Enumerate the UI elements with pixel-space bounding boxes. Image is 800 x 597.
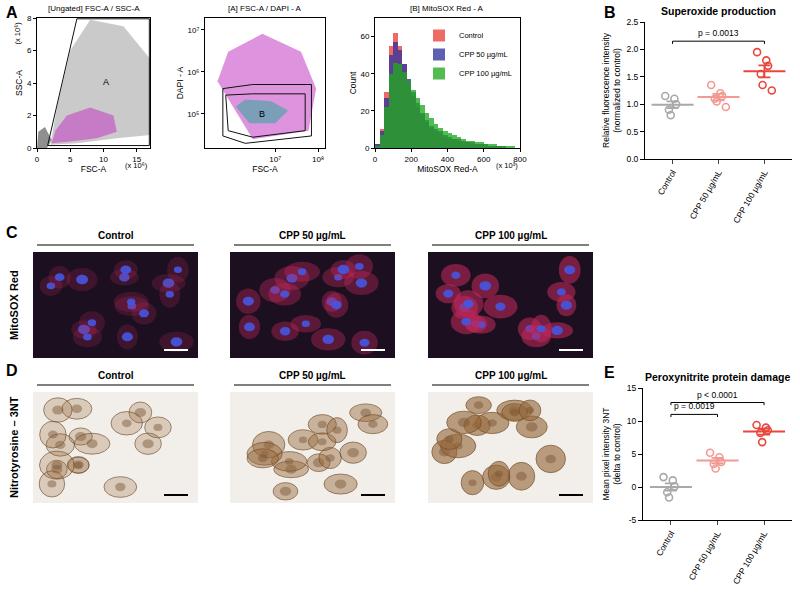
svg-text:0: 0: [35, 155, 40, 164]
svg-text:40: 40: [360, 70, 369, 79]
svg-text:0: 0: [632, 482, 637, 492]
svg-text:CPP 100 µg/mL: CPP 100 µg/mL: [475, 230, 547, 241]
svg-text:D: D: [6, 362, 18, 379]
svg-text:(x 10⁶): (x 10⁶): [13, 22, 22, 45]
svg-text:CPP 100 µg/mL: CPP 100 µg/mL: [459, 69, 512, 78]
svg-text:MitoSOX Red-A: MitoSOX Red-A: [417, 164, 478, 174]
svg-text:1.0: 1.0: [626, 99, 638, 109]
svg-text:10: 10: [99, 155, 108, 164]
svg-text:FSC-A: FSC-A: [252, 164, 278, 174]
svg-text:CPP 100 µg/mL: CPP 100 µg/mL: [475, 370, 547, 381]
svg-text:0: 0: [27, 144, 32, 153]
svg-text:-5: -5: [629, 515, 637, 525]
svg-text:10⁸: 10⁸: [312, 155, 324, 164]
svg-text:SSC-A: SSC-A: [14, 70, 24, 96]
svg-text:[A] FSC-A / DAPI - A: [A] FSC-A / DAPI - A: [228, 4, 302, 13]
svg-text:0.0: 0.0: [626, 154, 638, 164]
svg-text:(x 10³): (x 10³): [496, 161, 518, 170]
svg-text:20: 20: [360, 107, 369, 116]
svg-text:0: 0: [365, 144, 370, 153]
svg-text:(x 10⁶): (x 10⁶): [125, 161, 148, 170]
svg-text:400: 400: [441, 155, 455, 164]
svg-text:[B] MitoSOX Red - A: [B] MitoSOX Red - A: [410, 4, 484, 13]
svg-text:CPP 50 µg/mL: CPP 50 µg/mL: [279, 230, 346, 241]
svg-text:15: 15: [132, 155, 141, 164]
svg-text:CPP 50 µg/mL: CPP 50 µg/mL: [459, 50, 508, 59]
svg-text:MitoSOX Red: MitoSOX Red: [8, 270, 20, 340]
svg-text:p = 0.0019: p = 0.0019: [674, 401, 715, 411]
svg-text:5: 5: [632, 449, 637, 459]
svg-text:2.5: 2.5: [626, 17, 638, 27]
svg-text:B: B: [259, 109, 265, 119]
svg-text:p < 0.0001: p < 0.0001: [697, 390, 738, 400]
svg-text:CPP 50 µg/mL: CPP 50 µg/mL: [687, 529, 723, 582]
svg-text:2: 2: [27, 111, 32, 120]
svg-text:10⁷: 10⁷: [188, 26, 200, 35]
svg-text:5: 5: [68, 155, 73, 164]
svg-text:CPP 50 µg/mL: CPP 50 µg/mL: [688, 168, 724, 221]
svg-text:4: 4: [27, 79, 32, 88]
svg-text:CPP 100 µg/mL: CPP 100 µg/mL: [731, 529, 770, 586]
svg-text:Control: Control: [98, 230, 134, 241]
svg-text:0.5: 0.5: [626, 127, 638, 137]
svg-text:60: 60: [360, 32, 369, 41]
svg-text:Peroxynitrite protein damage: Peroxynitrite protein damage: [645, 371, 790, 383]
svg-text:Control: Control: [98, 370, 134, 381]
svg-text:Control: Control: [654, 529, 676, 558]
svg-text:6: 6: [27, 46, 32, 55]
svg-text:[Ungated] FSC-A / SSC-A: [Ungated] FSC-A / SSC-A: [48, 4, 140, 13]
svg-text:Mean pixel intensity 3NT(delta: Mean pixel intensity 3NT(delta to contro…: [601, 407, 622, 500]
svg-text:E: E: [604, 364, 615, 381]
svg-text:2.0: 2.0: [626, 44, 638, 54]
svg-text:C: C: [6, 224, 18, 241]
svg-text:Control: Control: [656, 168, 678, 197]
svg-text:A: A: [6, 4, 18, 21]
svg-text:Nitrotyrosine – 3NT: Nitrotyrosine – 3NT: [8, 396, 20, 498]
svg-text:0: 0: [373, 155, 378, 164]
svg-text:Control: Control: [459, 31, 484, 40]
svg-text:1.5: 1.5: [626, 72, 638, 82]
svg-text:600: 600: [477, 155, 491, 164]
svg-text:DAPI - A: DAPI - A: [175, 66, 185, 99]
svg-text:CPP 50 µg/mL: CPP 50 µg/mL: [279, 370, 346, 381]
svg-text:A: A: [103, 77, 109, 87]
svg-text:B: B: [604, 4, 616, 21]
svg-text:Relative fluorescence intensit: Relative fluorescence intensity(normaliz…: [601, 32, 622, 148]
svg-text:CPP 100 µg/mL: CPP 100 µg/mL: [731, 168, 770, 225]
svg-text:Count: Count: [348, 71, 358, 94]
svg-text:200: 200: [405, 155, 419, 164]
svg-text:Superoxide production: Superoxide production: [661, 5, 776, 17]
svg-text:8: 8: [27, 14, 32, 23]
svg-text:10⁵: 10⁵: [187, 110, 199, 119]
svg-text:10⁶: 10⁶: [187, 68, 199, 77]
svg-text:10⁷: 10⁷: [269, 155, 281, 164]
svg-text:15: 15: [627, 383, 637, 393]
svg-text:FSC-A: FSC-A: [81, 164, 107, 174]
svg-text:p = 0.0013: p = 0.0013: [698, 28, 739, 38]
svg-text:10: 10: [627, 416, 637, 426]
svg-text:800: 800: [513, 155, 527, 164]
